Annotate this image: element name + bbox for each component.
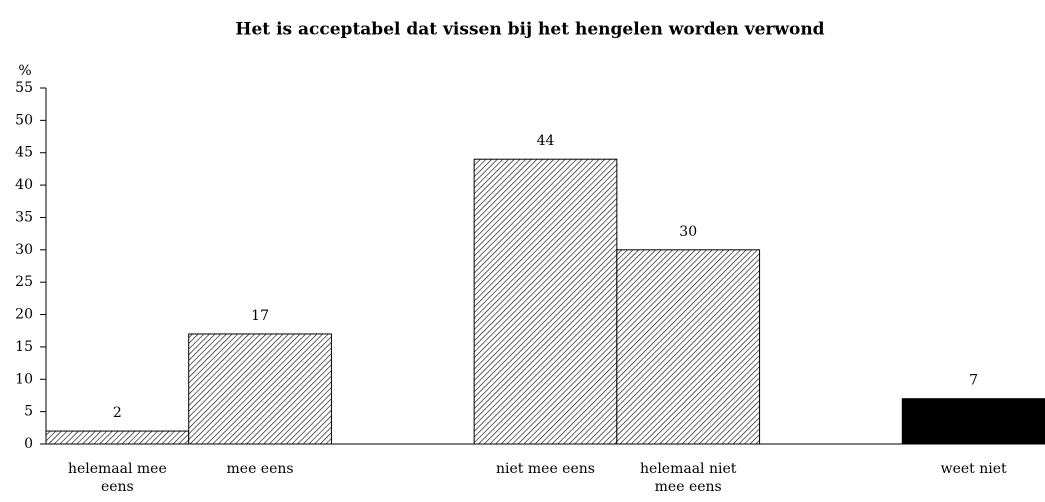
bar [901, 398, 1045, 445]
y-tick-label: 15 [15, 339, 33, 355]
x-tick-label: niet mee eens [496, 461, 595, 477]
y-tick-label: 45 [15, 145, 33, 161]
y-tick-label: 0 [24, 436, 33, 452]
x-tick-label: weet niet [940, 461, 1007, 477]
x-tick-label: helemaal mee eens [67, 461, 167, 495]
value-label: 44 [537, 133, 555, 149]
y-tick-label: 25 [15, 274, 33, 290]
value-label: 7 [969, 373, 978, 389]
bar [188, 333, 332, 445]
y-tick-label: 50 [15, 112, 33, 128]
y-tick-label: 55 [15, 80, 33, 96]
value-label: 17 [251, 308, 269, 324]
y-tick-label: 10 [15, 371, 33, 387]
y-tick-label: 20 [15, 307, 33, 323]
chart-title: Het is acceptabel dat vissen bij het hen… [235, 20, 824, 40]
y-tick-label: 40 [15, 177, 33, 193]
x-tick-label: helemaal niet mee eens [640, 461, 737, 495]
value-label: 30 [679, 224, 697, 240]
y-tick-label: 35 [15, 209, 33, 225]
y-axis-label: % [18, 63, 31, 79]
bar [473, 158, 618, 445]
y-tick-label: 30 [15, 242, 33, 258]
x-tick-label: mee eens [226, 461, 294, 477]
y-tick-label: 5 [24, 404, 33, 420]
bar [616, 249, 761, 445]
value-label: 2 [113, 405, 122, 421]
bar [45, 430, 190, 445]
